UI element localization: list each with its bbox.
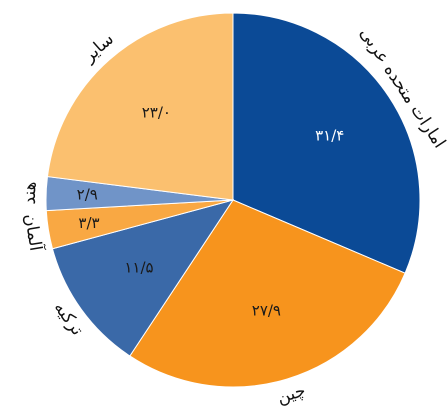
value-label: ۱۱/۵ bbox=[124, 258, 153, 276]
value-label: ۲/۹ bbox=[77, 185, 98, 203]
value-label: ۳۱/۴ bbox=[315, 127, 344, 145]
category-label: چین bbox=[275, 381, 308, 407]
pie-slice bbox=[129, 199, 406, 388]
value-label: ۲۷/۹ bbox=[252, 302, 281, 320]
category-label: آلمان bbox=[20, 212, 48, 254]
pie-slice bbox=[51, 199, 235, 357]
value-label: ۳/۳ bbox=[78, 214, 99, 232]
pie-slice bbox=[232, 12, 421, 274]
category-label: هند bbox=[20, 181, 41, 205]
pie-slice bbox=[46, 12, 234, 201]
value-label: ۲۳/۰ bbox=[142, 104, 171, 122]
